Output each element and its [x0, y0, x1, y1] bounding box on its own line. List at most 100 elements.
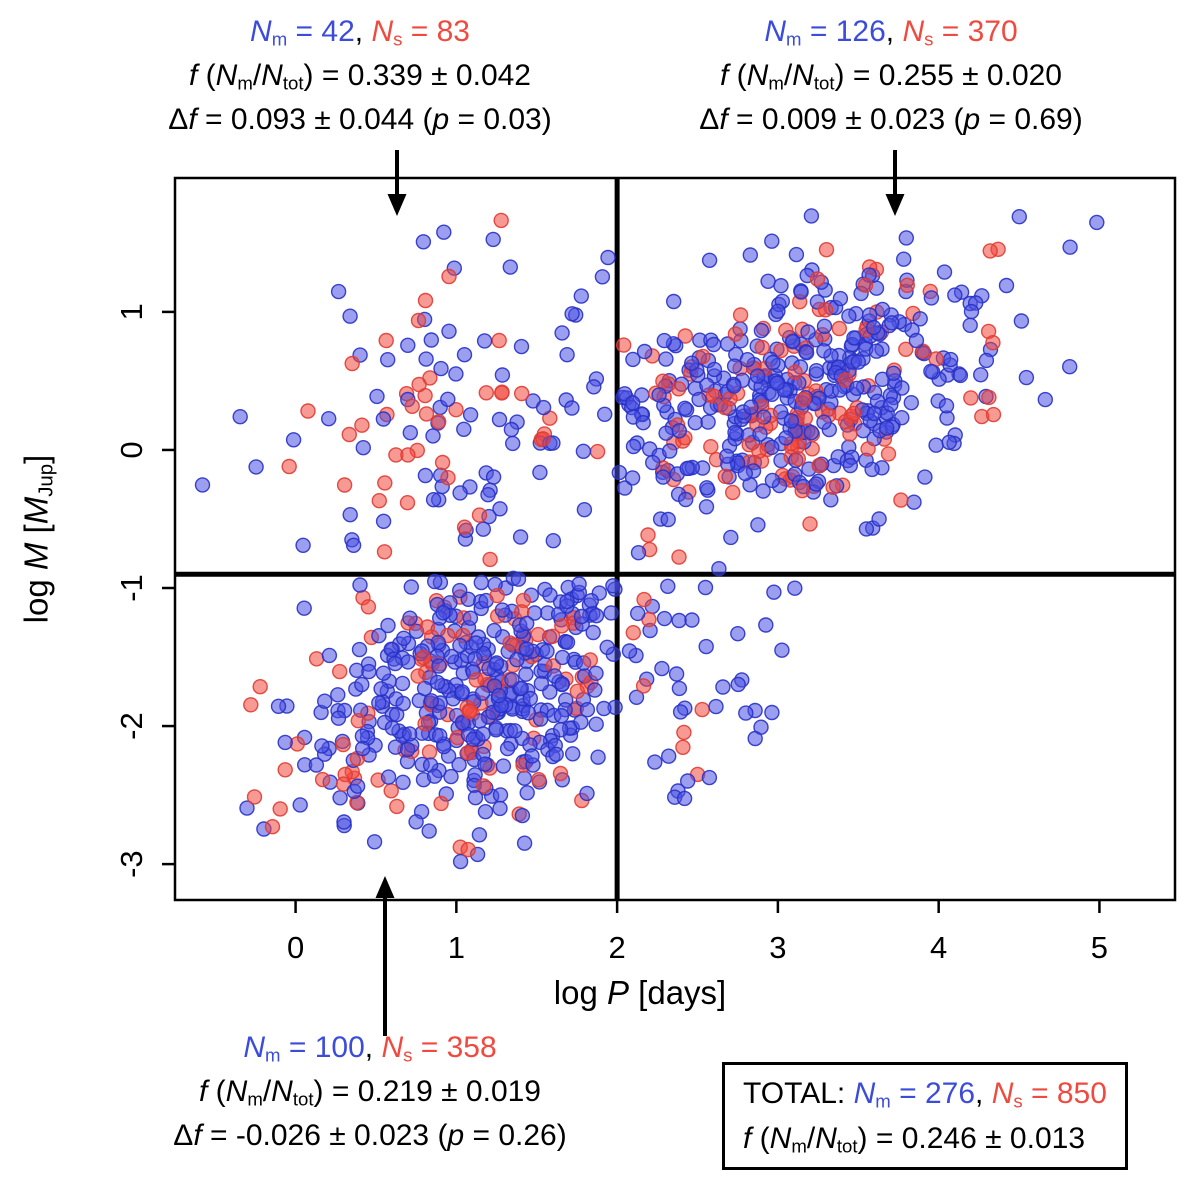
- data-point-single: [380, 769, 397, 785]
- data-point-single: [548, 746, 564, 762]
- data-point-single: [494, 602, 511, 618]
- data-point-multiple: [460, 841, 476, 858]
- data-point-single: [425, 492, 442, 508]
- data-point-single: [417, 467, 434, 484]
- data-point-single: [375, 513, 392, 529]
- data-point-multiple: [818, 241, 835, 258]
- data-point-single: [630, 545, 647, 561]
- data-point-single: [596, 700, 612, 717]
- text-segment: s: [403, 1044, 413, 1066]
- data-point-multiple: [671, 549, 687, 565]
- data-point-multiple: [494, 385, 510, 401]
- data-point-single: [923, 363, 939, 379]
- data-point-single: [474, 685, 491, 701]
- text-segment: N: [853, 1077, 876, 1110]
- data-point-multiple: [705, 388, 722, 404]
- data-point-single: [841, 308, 857, 324]
- text-segment: m: [247, 1088, 263, 1110]
- data-point-single: [680, 773, 696, 789]
- data-point-single: [452, 637, 468, 654]
- text-segment: s: [393, 28, 403, 50]
- data-point-multiple: [640, 527, 656, 543]
- data-point-single: [415, 234, 432, 250]
- data-point-multiple: [491, 332, 507, 349]
- data-point-single: [800, 324, 816, 340]
- data-point-single: [742, 247, 758, 263]
- text-segment: Jup: [34, 463, 58, 497]
- data-point-single: [431, 658, 447, 674]
- text-segment: M: [17, 542, 55, 571]
- data-point-single: [658, 351, 674, 367]
- data-point-single: [787, 580, 803, 596]
- data-point-multiple: [797, 410, 813, 426]
- data-point-single: [928, 437, 944, 453]
- data-point-single: [532, 464, 548, 481]
- text-segment: log: [553, 974, 607, 1011]
- data-point-single: [912, 311, 928, 327]
- y-tick-label: -3: [114, 850, 149, 878]
- text-segment: P: [606, 974, 629, 1011]
- text-segment: N: [271, 1075, 293, 1109]
- text-segment: s: [1013, 1090, 1023, 1112]
- data-point-single: [423, 693, 439, 709]
- arrow-upper-right-quadrant: [885, 150, 905, 216]
- text-segment: p: [447, 1119, 465, 1153]
- text-segment: f: [193, 1119, 202, 1153]
- text-segment: f: [719, 103, 728, 137]
- text-segment: Δ: [699, 103, 720, 137]
- y-tick-label: 1: [114, 303, 149, 320]
- text-segment: [: [17, 524, 55, 543]
- data-point-single: [764, 704, 780, 721]
- data-point-multiple: [389, 798, 405, 815]
- data-point-single: [739, 352, 756, 368]
- text-segment: /: [252, 59, 262, 93]
- data-point-single: [701, 769, 718, 786]
- data-point-multiple: [898, 341, 914, 357]
- data-point-single: [492, 501, 508, 517]
- data-point-single: [336, 814, 352, 830]
- data-point-single: [355, 740, 371, 757]
- data-point-single: [400, 337, 416, 353]
- data-point-single: [554, 325, 570, 341]
- data-point-single: [699, 480, 715, 496]
- data-point-multiple: [589, 443, 606, 460]
- data-point-multiple: [417, 716, 433, 732]
- data-point-multiple: [243, 697, 259, 713]
- data-point-single: [418, 351, 434, 367]
- data-point-single: [600, 249, 616, 266]
- data-point-multiple: [404, 398, 420, 414]
- data-point-single: [700, 414, 716, 430]
- data-point-single: [471, 827, 488, 843]
- text-segment: = 0.26): [464, 1119, 567, 1153]
- data-point-single: [660, 511, 676, 528]
- text-segment: = 850: [1022, 1077, 1107, 1110]
- data-point-single: [579, 702, 596, 718]
- data-point-single: [865, 319, 882, 336]
- data-point-single: [473, 574, 489, 591]
- data-point-single: [369, 388, 385, 405]
- data-point-single: [402, 425, 418, 441]
- data-point-multiple: [625, 625, 641, 641]
- data-point-single: [480, 487, 496, 503]
- data-point-single: [866, 405, 882, 422]
- data-point-single: [366, 834, 383, 850]
- data-point-single: [750, 517, 766, 533]
- text-segment: = 358: [412, 1031, 497, 1064]
- data-point-multiple: [899, 277, 915, 293]
- data-point-single: [583, 593, 599, 609]
- data-point-single: [573, 288, 589, 304]
- data-point-multiple: [377, 475, 393, 491]
- data-point-single: [579, 785, 595, 802]
- data-point-multiple: [252, 679, 268, 695]
- data-point-single: [545, 533, 561, 549]
- arrow-head: [885, 194, 905, 216]
- text-segment: = 83: [402, 15, 470, 48]
- data-point-multiple: [569, 683, 585, 699]
- data-point-multiple: [502, 635, 518, 651]
- data-point-single: [443, 768, 459, 785]
- data-point-multiple: [695, 348, 711, 365]
- data-point-single: [662, 443, 678, 459]
- data-point-single: [514, 807, 531, 824]
- data-point-single: [476, 333, 493, 349]
- data-point-single: [628, 689, 645, 705]
